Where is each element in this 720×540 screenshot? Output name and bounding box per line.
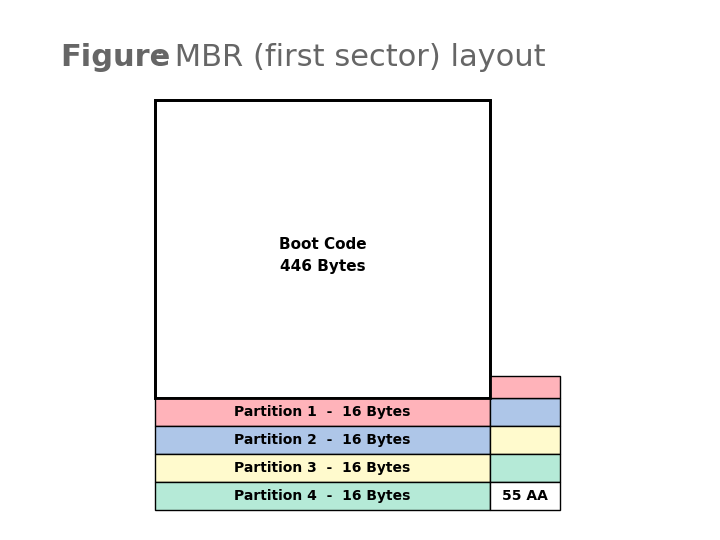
Text: Figure: Figure xyxy=(60,44,170,72)
Bar xyxy=(155,100,490,398)
Bar xyxy=(155,426,490,454)
Text: Partition 4  -  16 Bytes: Partition 4 - 16 Bytes xyxy=(234,489,410,503)
Bar xyxy=(155,482,490,510)
Text: Partition 3  -  16 Bytes: Partition 3 - 16 Bytes xyxy=(235,461,410,475)
Text: Partition 1  -  16 Bytes: Partition 1 - 16 Bytes xyxy=(234,405,410,419)
Text: Boot Code: Boot Code xyxy=(279,238,366,253)
Text: Partition 2  -  16 Bytes: Partition 2 - 16 Bytes xyxy=(234,433,410,447)
Text: 446 Bytes: 446 Bytes xyxy=(279,259,365,274)
Text: 55 AA: 55 AA xyxy=(502,489,548,503)
Bar xyxy=(155,100,490,398)
Text: : MBR (first sector) layout: : MBR (first sector) layout xyxy=(145,44,546,72)
Bar xyxy=(490,398,560,426)
Bar xyxy=(490,376,560,398)
Bar xyxy=(490,454,560,482)
Bar xyxy=(155,398,490,426)
Bar xyxy=(490,482,560,510)
Bar xyxy=(155,454,490,482)
Bar xyxy=(490,426,560,454)
